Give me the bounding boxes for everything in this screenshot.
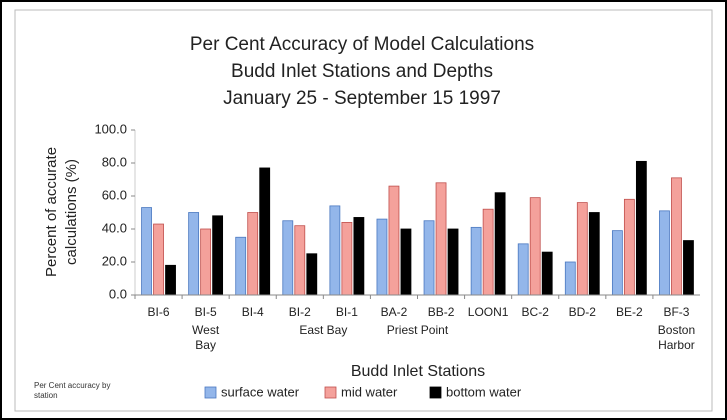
bar — [635, 160, 647, 296]
bar — [329, 205, 341, 296]
y-tick-label: 80.0 — [102, 154, 127, 169]
y-tick-label: 0.0 — [109, 286, 127, 301]
bar — [517, 243, 529, 296]
x-tick-label: BI-4 — [242, 305, 264, 319]
bar — [282, 220, 294, 296]
bar — [541, 251, 553, 296]
legend-label: mid water — [341, 384, 398, 399]
legend-label: bottom water — [446, 384, 522, 399]
bar — [588, 212, 600, 296]
x-tick-label: BA-2 — [381, 305, 408, 319]
bar — [259, 167, 271, 296]
x-tick-label: BI-6 — [148, 305, 170, 319]
x-tick-label: BB-2 — [428, 305, 455, 319]
legend-swatch — [429, 386, 442, 399]
bar — [188, 212, 200, 296]
chart-title: Per Cent Accuracy of Model Calculations — [190, 34, 534, 55]
bar — [623, 198, 635, 296]
y-tick-label: 60.0 — [102, 187, 127, 202]
y-axis-label: Percent of accurate — [43, 147, 60, 277]
bar — [494, 192, 506, 296]
category-group-label: East Bay — [299, 323, 348, 337]
bar — [212, 215, 224, 296]
footnote: Per Cent accuracy by station — [34, 381, 111, 400]
bar — [683, 240, 694, 296]
category-group-label: West Bay — [192, 323, 220, 352]
x-tick-label: BD-2 — [569, 305, 597, 319]
category-group-label: Boston Harbor — [657, 323, 696, 352]
chart-border — [14, 9, 713, 412]
bar — [247, 212, 259, 296]
bar — [141, 207, 152, 296]
bar — [341, 221, 353, 296]
x-tick-label: BF-3 — [663, 305, 689, 319]
legend-swatch — [204, 386, 217, 399]
x-tick-label: BI-1 — [336, 305, 358, 319]
legend-swatch — [324, 386, 337, 399]
bar — [576, 202, 588, 296]
bar — [306, 253, 318, 296]
y-tick-label: 20.0 — [102, 253, 127, 268]
bar — [435, 182, 447, 296]
bar — [529, 197, 541, 296]
y-axis-label: calculations (%) — [63, 159, 80, 265]
bar — [482, 208, 494, 296]
y-tick-label: 40.0 — [102, 220, 127, 235]
x-tick-label: BE-2 — [616, 305, 643, 319]
x-tick-label: BC-2 — [522, 305, 550, 319]
bar — [294, 225, 306, 296]
bar — [153, 223, 164, 296]
bar — [235, 236, 247, 296]
chart-title: January 25 - September 15 1997 — [223, 88, 501, 109]
bar — [400, 228, 412, 296]
chart-title: Budd Inlet Stations and Depths — [231, 61, 493, 82]
bar — [564, 261, 576, 296]
bar — [423, 220, 435, 296]
x-tick-label: LOON1 — [468, 305, 509, 319]
bar — [447, 228, 459, 296]
legend-label: surface water — [221, 384, 300, 399]
bar — [470, 226, 482, 296]
bar — [659, 210, 670, 296]
y-tick-label: 100.0 — [94, 121, 127, 136]
bar — [611, 230, 623, 296]
x-axis-label: Budd Inlet Stations — [351, 363, 485, 380]
bar — [671, 177, 682, 296]
bar — [165, 264, 176, 296]
category-group-label: Priest Point — [386, 323, 449, 337]
x-tick-label: BI-2 — [289, 305, 311, 319]
x-tick-label: BI-5 — [195, 305, 217, 319]
bar — [388, 185, 400, 296]
bar — [353, 217, 365, 296]
bar — [200, 228, 212, 296]
bar — [376, 218, 388, 296]
